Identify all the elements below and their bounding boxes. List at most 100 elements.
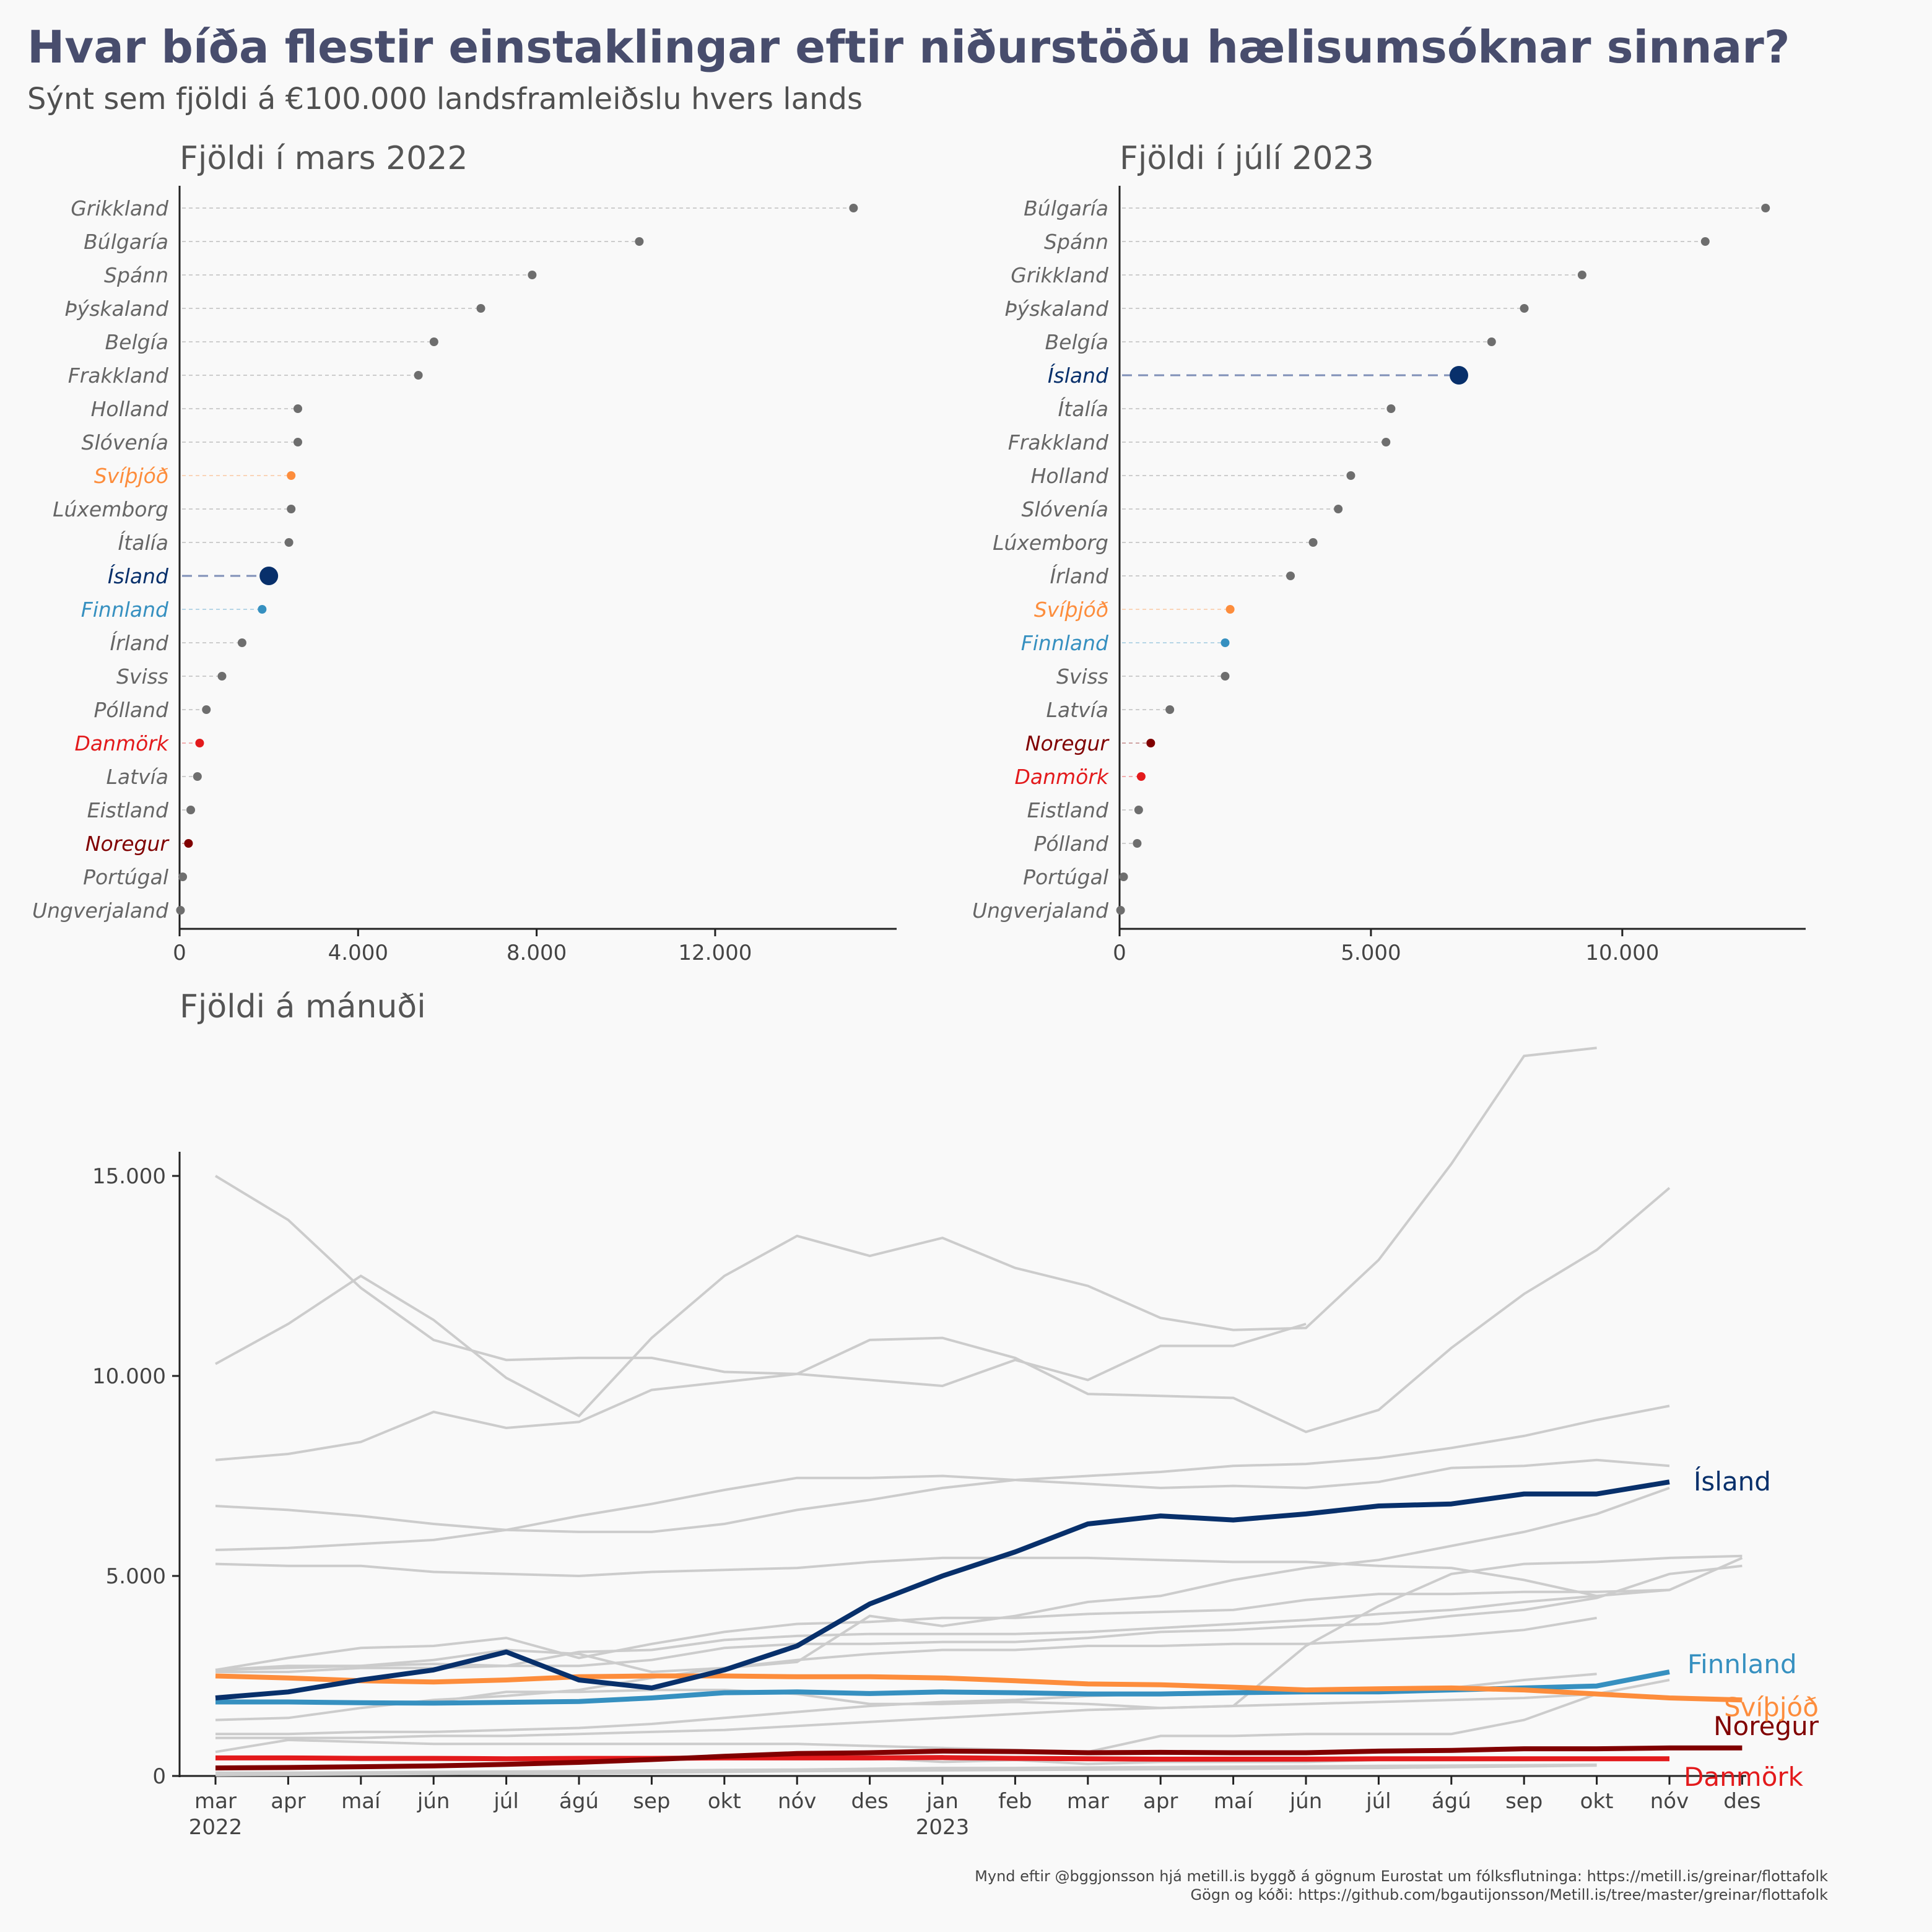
p3-year-label: 2023 <box>916 1815 970 1840</box>
p2-point-holland <box>1346 471 1355 480</box>
p3-xtick-label: apr <box>271 1789 305 1814</box>
p3-xtick-label: sep <box>1505 1789 1543 1814</box>
p3-xtick-label: jún <box>417 1789 450 1814</box>
p3-line-svithjod <box>215 1673 1743 1703</box>
p3-line-other-6 <box>215 1588 1670 1671</box>
p3-xtick-label: des <box>1723 1789 1760 1814</box>
p1-point-irland <box>237 638 246 647</box>
p1-xtick-label: 12.000 <box>678 941 752 965</box>
p1-point-slovenia <box>294 438 302 446</box>
p3-line-danmork <box>215 1755 1669 1762</box>
p3-xtick-label: nóv <box>778 1789 816 1814</box>
p2-xtick-label: 10.000 <box>1585 941 1659 965</box>
p1-label-danmork: Danmörk <box>74 731 169 755</box>
p1-xtick-label: 4.000 <box>328 941 388 965</box>
p1-point-holland <box>294 404 302 413</box>
p1-label-portugal: Portúgal <box>83 865 168 889</box>
line-chart-monthly: 0 5.000 10.000 15.000 mar apr maí jún júl ágú sep o… <box>92 1046 1819 1840</box>
p3-xtick-label: mar <box>194 1789 237 1814</box>
panel-title-juli-2023: Fjöldi í júlí 2023 <box>1120 140 1374 177</box>
p2-label-holland: Holland <box>1031 464 1109 488</box>
p3-xtick-label: maí <box>341 1789 381 1814</box>
panel-title-monthly: Fjöldi á mánuði <box>180 988 426 1025</box>
p2-label-noregur: Noregur <box>1025 731 1110 755</box>
p2-label-frakkland: Frakkland <box>1008 430 1109 455</box>
p2-label-grikkland: Grikkland <box>1011 263 1109 287</box>
p3-year-label: 2022 <box>189 1815 243 1840</box>
chart-title: Hvar bíða flestir einstaklingar eftir ni… <box>27 21 1790 73</box>
p2-xtick-label: 0 <box>1113 941 1126 965</box>
p1-label-thyskaland: Þýskaland <box>65 297 169 321</box>
p3-line-other-4 <box>215 1458 1670 1551</box>
p1-point-portugal <box>178 872 188 881</box>
p1-label-noregur: Noregur <box>85 832 170 856</box>
p1-label-latvia: Latvía <box>107 765 168 789</box>
p3-series-label-island: Ísland <box>1694 1466 1771 1497</box>
p1-point-thyskaland <box>476 304 485 313</box>
p3-line-other-17 <box>215 1764 1597 1777</box>
p1-point-sviss <box>217 672 227 681</box>
p3-ytick-label: 10.000 <box>92 1364 166 1389</box>
p3-line-other-2 <box>215 1186 1671 1461</box>
p3-line-noregur <box>215 1745 1743 1771</box>
p1-point-finnland <box>258 605 267 614</box>
p2-point-frakkland <box>1382 438 1391 446</box>
p3-xtick-label: nóv <box>1650 1789 1689 1814</box>
panel-title-mars-2022: Fjöldi í mars 2022 <box>180 140 468 177</box>
p1-point-island <box>259 567 279 585</box>
p1-point-italia <box>284 538 294 547</box>
p2-point-portugal <box>1119 872 1128 881</box>
p1-label-belgia: Belgía <box>105 330 168 354</box>
p2-label-belgia: Belgía <box>1045 330 1108 354</box>
p3-xtick-label: feb <box>998 1789 1032 1814</box>
p3-line-other-3 <box>215 1404 1670 1533</box>
p3-series-label-danmork: Danmörk <box>1684 1762 1804 1792</box>
p1-label-finnland: Finnland <box>81 598 169 622</box>
p2-point-belgia <box>1487 337 1496 346</box>
p1-point-svithjod <box>287 471 296 480</box>
p2-label-irland: Írland <box>1050 564 1109 588</box>
p2-point-sviss <box>1221 672 1230 681</box>
p1-point-noregur <box>184 839 193 848</box>
p2-point-island <box>1450 366 1468 385</box>
p2-point-spann <box>1700 237 1710 246</box>
p3-line-other-7 <box>215 1487 1670 1674</box>
p1-point-ungverjaland <box>176 906 185 915</box>
p1-label-ungverjaland: Ungverjaland <box>32 899 169 923</box>
p1-label-sviss: Sviss <box>116 664 168 689</box>
caption-source: Mynd eftir @bggjonsson hjá metill.is byg… <box>975 1868 1828 1885</box>
p3-line-other-8 <box>215 1557 1743 1671</box>
p2-label-polland: Pólland <box>1033 832 1109 856</box>
p3-xtick-label: júl <box>493 1789 518 1814</box>
p3-xtick-label: jan <box>926 1789 959 1814</box>
p3-line-other-9 <box>215 1564 1743 1673</box>
p3-line-other-14 <box>215 1679 1670 1754</box>
p1-point-latvia <box>193 772 202 781</box>
p2-point-grikkland <box>1577 271 1586 279</box>
p3-xtick-label: okt <box>708 1789 741 1814</box>
p2-point-ungverjaland <box>1116 906 1125 915</box>
p1-point-luxemborg <box>287 505 296 513</box>
p1-xtick-label: 8.000 <box>507 941 567 965</box>
p1-point-belgia <box>429 337 438 346</box>
p2-label-finnland: Finnland <box>1021 631 1109 655</box>
p1-label-eistland: Eistland <box>87 798 169 822</box>
p3-line-other-5 <box>215 1556 1598 1598</box>
p1-point-polland <box>202 705 211 714</box>
p1-label-slovenia: Slóvenía <box>82 430 168 455</box>
p3-series-label-noregur: Noregur <box>1713 1711 1819 1741</box>
p2-xtick-label: 5.000 <box>1341 941 1401 965</box>
p1-label-luxemborg: Lúxemborg <box>53 497 168 521</box>
p3-xtick-label: júl <box>1365 1789 1391 1814</box>
p2-label-danmork: Danmörk <box>1014 765 1109 789</box>
p3-line-other-0 <box>214 1175 1307 1388</box>
p2-point-polland <box>1133 839 1142 848</box>
p3-xtick-label: maí <box>1214 1789 1254 1814</box>
p3-xtick-label: mar <box>1067 1789 1109 1814</box>
p2-label-portugal: Portúgal <box>1023 865 1108 889</box>
p3-xtick-label: des <box>851 1789 888 1814</box>
p3-line-other-13 <box>215 1692 1597 1739</box>
p2-point-svithjod <box>1225 605 1235 614</box>
p2-label-slovenia: Slóvenía <box>1022 497 1108 521</box>
p3-line-other-1 <box>215 1046 1597 1418</box>
